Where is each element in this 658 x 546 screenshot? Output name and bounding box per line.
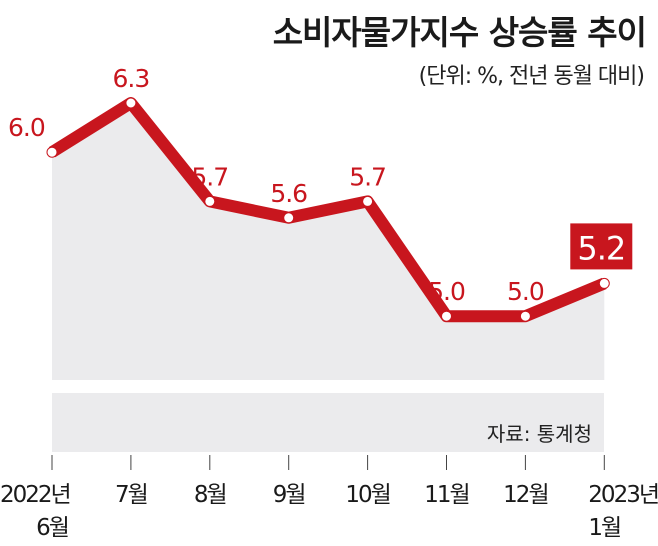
x-tick-label: 6월 <box>36 515 68 541</box>
x-tick-label: 2023년 <box>588 482 658 508</box>
x-tick-label: 7월 <box>115 482 147 508</box>
x-tick-label: 8월 <box>194 482 226 508</box>
source-label: 자료: 통계청 <box>487 422 592 446</box>
data-point <box>204 195 216 207</box>
x-tick-label: 10월 <box>345 482 389 508</box>
data-point <box>125 97 137 109</box>
data-point <box>598 277 610 289</box>
chart-subtitle: (단위: %, 전년 동월 대비) <box>418 64 645 89</box>
lower-band <box>52 393 604 452</box>
data-point <box>46 146 58 158</box>
x-tick-label: 1월 <box>588 515 620 541</box>
value-label: 5.0 <box>428 277 465 306</box>
value-label: 5.0 <box>507 277 544 306</box>
x-tick-label: 12월 <box>503 482 547 508</box>
value-label: 5.2 <box>577 229 625 267</box>
chart-title: 소비자물가지수 상승률 추이 <box>272 13 647 52</box>
value-label: 5.7 <box>191 162 228 191</box>
x-tick-label: 11월 <box>424 482 468 508</box>
series-line <box>48 97 607 323</box>
data-point <box>441 310 452 322</box>
data-point <box>283 212 295 224</box>
area-fill <box>52 103 605 380</box>
value-label: 6.0 <box>8 113 45 142</box>
value-label: 5.6 <box>270 179 307 208</box>
x-tick-label: 9월 <box>273 482 305 508</box>
data-point <box>519 310 531 322</box>
data-point <box>362 195 374 207</box>
highlight-box <box>570 223 633 270</box>
value-label: 5.7 <box>349 162 386 191</box>
x-tick-label: 2022년 <box>0 482 70 508</box>
value-label: 6.3 <box>113 64 150 93</box>
